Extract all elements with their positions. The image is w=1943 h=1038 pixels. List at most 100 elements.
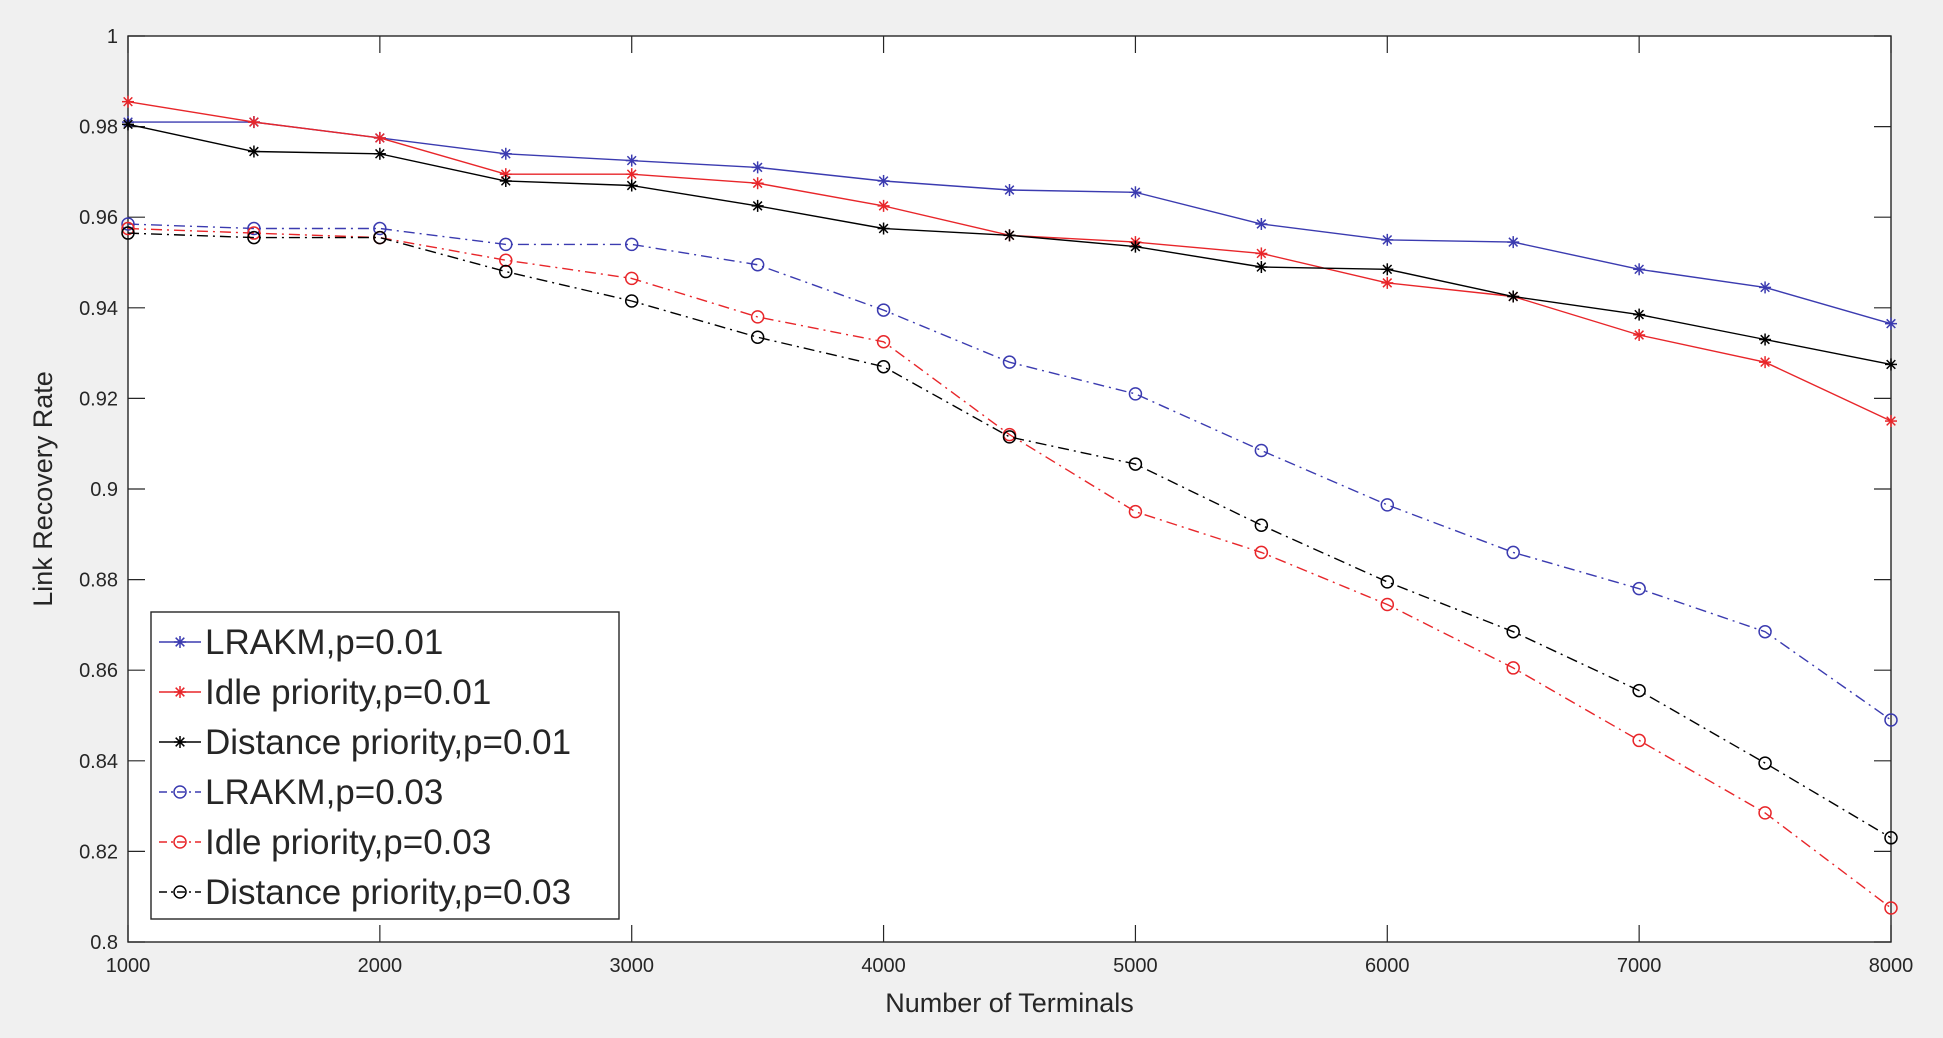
x-tick-label: 1000 xyxy=(106,955,151,977)
y-tick-label: 0.8 xyxy=(90,932,118,954)
data-point-circle-marker xyxy=(1002,355,1017,369)
data-point-asterisk-marker xyxy=(1003,184,1016,197)
data-point-asterisk-marker xyxy=(174,636,186,648)
data-point-asterisk-marker xyxy=(1381,233,1394,246)
data-point-circle-marker xyxy=(121,226,135,240)
x-tick-label: 6000 xyxy=(1365,955,1410,977)
data-point-circle-marker xyxy=(373,230,387,245)
data-point-circle-marker xyxy=(121,221,135,236)
legend-label: LRAKM,p=0.03 xyxy=(205,773,443,812)
series-line xyxy=(127,223,1892,721)
x-tick-label: 3000 xyxy=(609,955,654,977)
data-point-asterisk-marker xyxy=(247,145,260,158)
data-point-circle-marker xyxy=(499,264,513,279)
data-point-circle-marker xyxy=(499,237,513,252)
legend-label: Distance priority,p=0.03 xyxy=(205,873,571,912)
data-point-asterisk-marker xyxy=(877,174,890,187)
data-point-circle-marker xyxy=(876,359,891,374)
y-tick-label: 0.82 xyxy=(79,841,118,863)
data-point-circle-marker xyxy=(173,835,187,849)
data-point-circle-marker xyxy=(373,221,387,236)
data-point-asterisk-marker xyxy=(1759,333,1772,346)
data-point-circle-marker xyxy=(750,310,765,324)
series-line xyxy=(127,227,1892,909)
data-point-asterisk-marker xyxy=(174,736,186,748)
data-point-circle-marker xyxy=(1128,457,1143,471)
data-point-circle-marker xyxy=(1380,575,1395,589)
data-point-circle-marker xyxy=(624,294,639,308)
y-tick-label: 0.96 xyxy=(79,207,118,229)
legend-entry: Distance priority,p=0.03 xyxy=(159,873,571,912)
legend: LRAKM,p=0.01 Idle priority,p=0.01 Distance… xyxy=(150,611,620,920)
data-point-circle-marker xyxy=(247,221,261,236)
data-point-asterisk-marker xyxy=(174,686,186,698)
y-axis-label: Link Recovery Rate xyxy=(28,371,58,607)
data-point-asterisk-marker xyxy=(877,222,890,235)
data-point-circle-marker xyxy=(121,217,135,231)
data-point-asterisk-marker xyxy=(1507,290,1520,303)
legend-label: LRAKM,p=0.01 xyxy=(205,623,443,662)
data-point-circle-marker xyxy=(1380,498,1395,512)
legend-entry: LRAKM,p=0.03 xyxy=(159,773,443,812)
data-point-circle-marker xyxy=(750,330,765,344)
data-point-asterisk-marker xyxy=(625,179,638,192)
data-point-asterisk-marker xyxy=(751,199,764,212)
y-tick-label: 0.88 xyxy=(79,570,118,592)
data-point-asterisk-marker xyxy=(1885,415,1897,428)
y-tick-label: 1 xyxy=(107,26,118,48)
data-point-asterisk-marker xyxy=(1633,263,1646,276)
data-point-circle-marker xyxy=(1758,756,1772,770)
data-point-circle-marker xyxy=(1128,504,1143,519)
data-point-circle-marker xyxy=(624,271,639,286)
data-point-asterisk-marker xyxy=(751,161,764,174)
x-tick-label: 2000 xyxy=(358,955,403,977)
data-point-circle-marker xyxy=(247,226,261,240)
data-point-asterisk-marker xyxy=(1759,281,1772,294)
x-tick-label: 5000 xyxy=(1113,955,1158,977)
data-point-circle-marker xyxy=(1884,901,1898,915)
data-point-asterisk-marker xyxy=(499,174,512,187)
y-tick-label: 0.86 xyxy=(79,660,118,682)
data-point-circle-marker xyxy=(1506,624,1520,639)
axis-ticks: 1000 2000 3000 4000 5000 6000 7000 8000 0.8 0.82 0… xyxy=(79,26,1913,977)
data-point-circle-marker xyxy=(173,885,187,899)
data-point-circle-marker xyxy=(1632,683,1646,698)
y-tick-label: 0.98 xyxy=(79,117,118,139)
y-tick-label: 0.84 xyxy=(79,751,118,773)
data-point-circle-marker xyxy=(1506,545,1520,560)
data-point-asterisk-marker xyxy=(1885,358,1897,371)
data-point-asterisk-marker xyxy=(1129,240,1142,253)
data-point-asterisk-marker xyxy=(122,95,134,108)
data-point-asterisk-marker xyxy=(1759,356,1772,369)
data-point-circle-marker xyxy=(247,230,261,245)
data-point-circle-marker xyxy=(750,258,765,272)
data-point-asterisk-marker xyxy=(247,116,260,129)
data-point-circle-marker xyxy=(1254,518,1269,532)
data-point-asterisk-marker xyxy=(373,147,386,160)
data-point-circle-marker xyxy=(1632,733,1646,748)
data-point-circle-marker xyxy=(1506,661,1520,675)
series-layer xyxy=(121,95,1898,915)
data-point-circle-marker xyxy=(1128,387,1143,401)
legend-label: Idle priority,p=0.01 xyxy=(205,673,491,712)
series-group xyxy=(121,226,1898,845)
data-point-asterisk-marker xyxy=(1885,317,1897,330)
data-point-circle-marker xyxy=(1002,430,1017,444)
data-point-circle-marker xyxy=(173,785,187,799)
data-point-circle-marker xyxy=(1758,806,1772,820)
data-point-circle-marker xyxy=(1884,713,1898,727)
data-point-circle-marker xyxy=(1380,597,1395,612)
x-tick-label: 7000 xyxy=(1617,955,1662,977)
legend-box xyxy=(150,611,620,920)
y-tick-label: 0.9 xyxy=(90,479,118,501)
data-point-asterisk-marker xyxy=(122,118,134,131)
data-point-circle-marker xyxy=(1632,581,1646,596)
data-point-asterisk-marker xyxy=(1633,308,1646,321)
data-point-asterisk-marker xyxy=(1129,186,1142,199)
data-point-circle-marker xyxy=(876,335,891,349)
data-point-asterisk-marker xyxy=(1633,328,1646,341)
series-line xyxy=(127,232,1892,839)
series-group xyxy=(121,217,1898,727)
data-point-circle-marker xyxy=(876,303,891,317)
x-axis-label: Number of Terminals xyxy=(885,988,1134,1018)
